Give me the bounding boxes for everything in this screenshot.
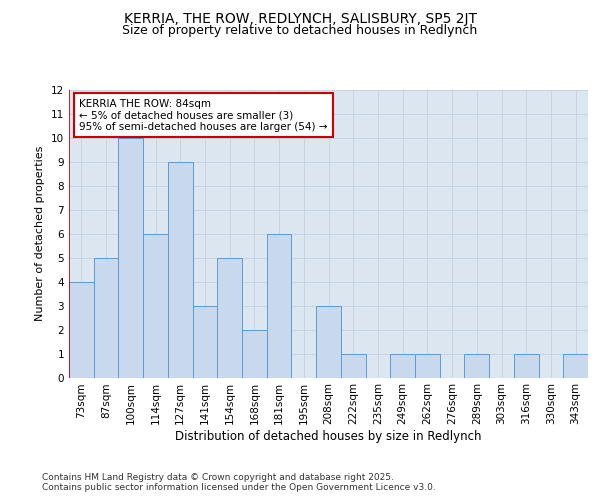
Bar <box>94 258 118 378</box>
Bar <box>415 354 440 378</box>
Bar <box>341 354 365 378</box>
Bar <box>514 354 539 378</box>
Bar <box>143 234 168 378</box>
Bar <box>464 354 489 378</box>
Bar <box>242 330 267 378</box>
Text: Size of property relative to detached houses in Redlynch: Size of property relative to detached ho… <box>122 24 478 37</box>
Bar <box>69 282 94 378</box>
Text: Contains HM Land Registry data © Crown copyright and database right 2025.
Contai: Contains HM Land Registry data © Crown c… <box>42 472 436 492</box>
Bar <box>316 306 341 378</box>
Bar <box>563 354 588 378</box>
Y-axis label: Number of detached properties: Number of detached properties <box>35 146 46 322</box>
Bar <box>217 258 242 378</box>
Bar <box>168 162 193 378</box>
Text: KERRIA, THE ROW, REDLYNCH, SALISBURY, SP5 2JT: KERRIA, THE ROW, REDLYNCH, SALISBURY, SP… <box>124 12 476 26</box>
Bar <box>118 138 143 378</box>
Bar <box>390 354 415 378</box>
Bar <box>193 306 217 378</box>
Bar <box>267 234 292 378</box>
X-axis label: Distribution of detached houses by size in Redlynch: Distribution of detached houses by size … <box>175 430 482 443</box>
Text: KERRIA THE ROW: 84sqm
← 5% of detached houses are smaller (3)
95% of semi-detach: KERRIA THE ROW: 84sqm ← 5% of detached h… <box>79 98 328 132</box>
